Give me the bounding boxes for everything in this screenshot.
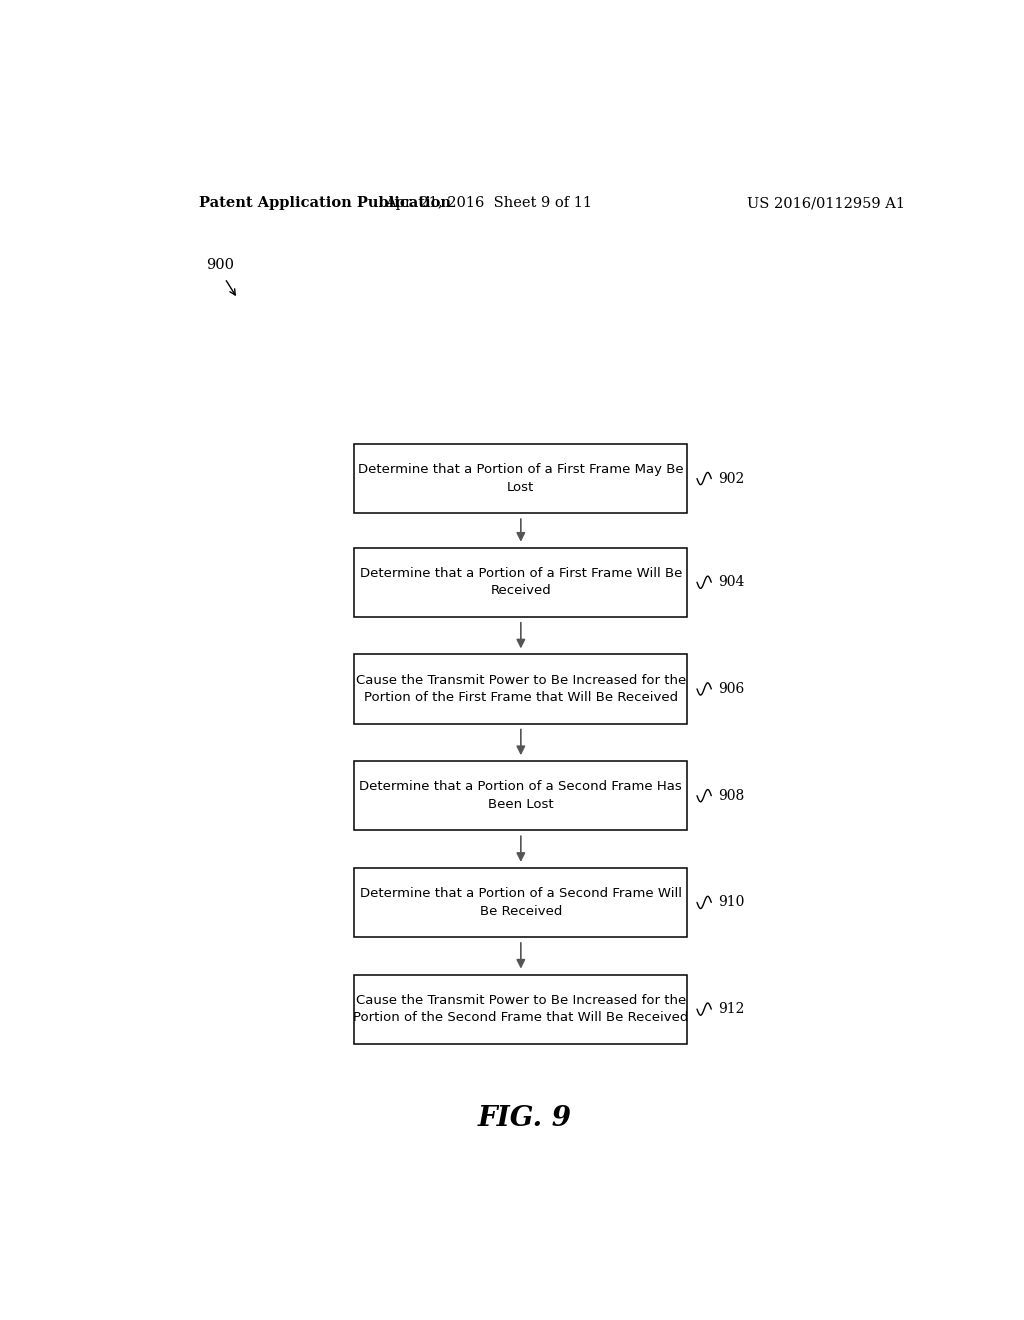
FancyBboxPatch shape <box>354 655 687 723</box>
Text: FIG. 9: FIG. 9 <box>478 1105 571 1133</box>
Text: 904: 904 <box>718 576 744 589</box>
FancyBboxPatch shape <box>354 548 687 616</box>
Text: Determine that a Portion of a Second Frame Has
Been Lost: Determine that a Portion of a Second Fra… <box>359 780 682 810</box>
Text: 910: 910 <box>718 895 744 909</box>
Text: Determine that a Portion of a First Frame Will Be
Received: Determine that a Portion of a First Fram… <box>359 568 682 598</box>
Text: 906: 906 <box>718 682 743 696</box>
Text: Determine that a Portion of a Second Frame Will
Be Received: Determine that a Portion of a Second Fra… <box>359 887 682 917</box>
Text: Cause the Transmit Power to Be Increased for the
Portion of the First Frame that: Cause the Transmit Power to Be Increased… <box>355 673 686 704</box>
Text: Cause the Transmit Power to Be Increased for the
Portion of the Second Frame tha: Cause the Transmit Power to Be Increased… <box>353 994 688 1024</box>
Text: Apr. 21, 2016  Sheet 9 of 11: Apr. 21, 2016 Sheet 9 of 11 <box>386 197 593 210</box>
Text: Patent Application Publication: Patent Application Publication <box>200 197 452 210</box>
Text: 902: 902 <box>718 471 743 486</box>
Text: 912: 912 <box>718 1002 744 1016</box>
Text: 908: 908 <box>718 788 743 803</box>
FancyBboxPatch shape <box>354 762 687 830</box>
FancyBboxPatch shape <box>354 867 687 937</box>
FancyBboxPatch shape <box>354 974 687 1044</box>
Text: Determine that a Portion of a First Frame May Be
Lost: Determine that a Portion of a First Fram… <box>358 463 684 494</box>
Text: 900: 900 <box>206 259 233 272</box>
Text: US 2016/0112959 A1: US 2016/0112959 A1 <box>748 197 905 210</box>
FancyBboxPatch shape <box>354 444 687 513</box>
